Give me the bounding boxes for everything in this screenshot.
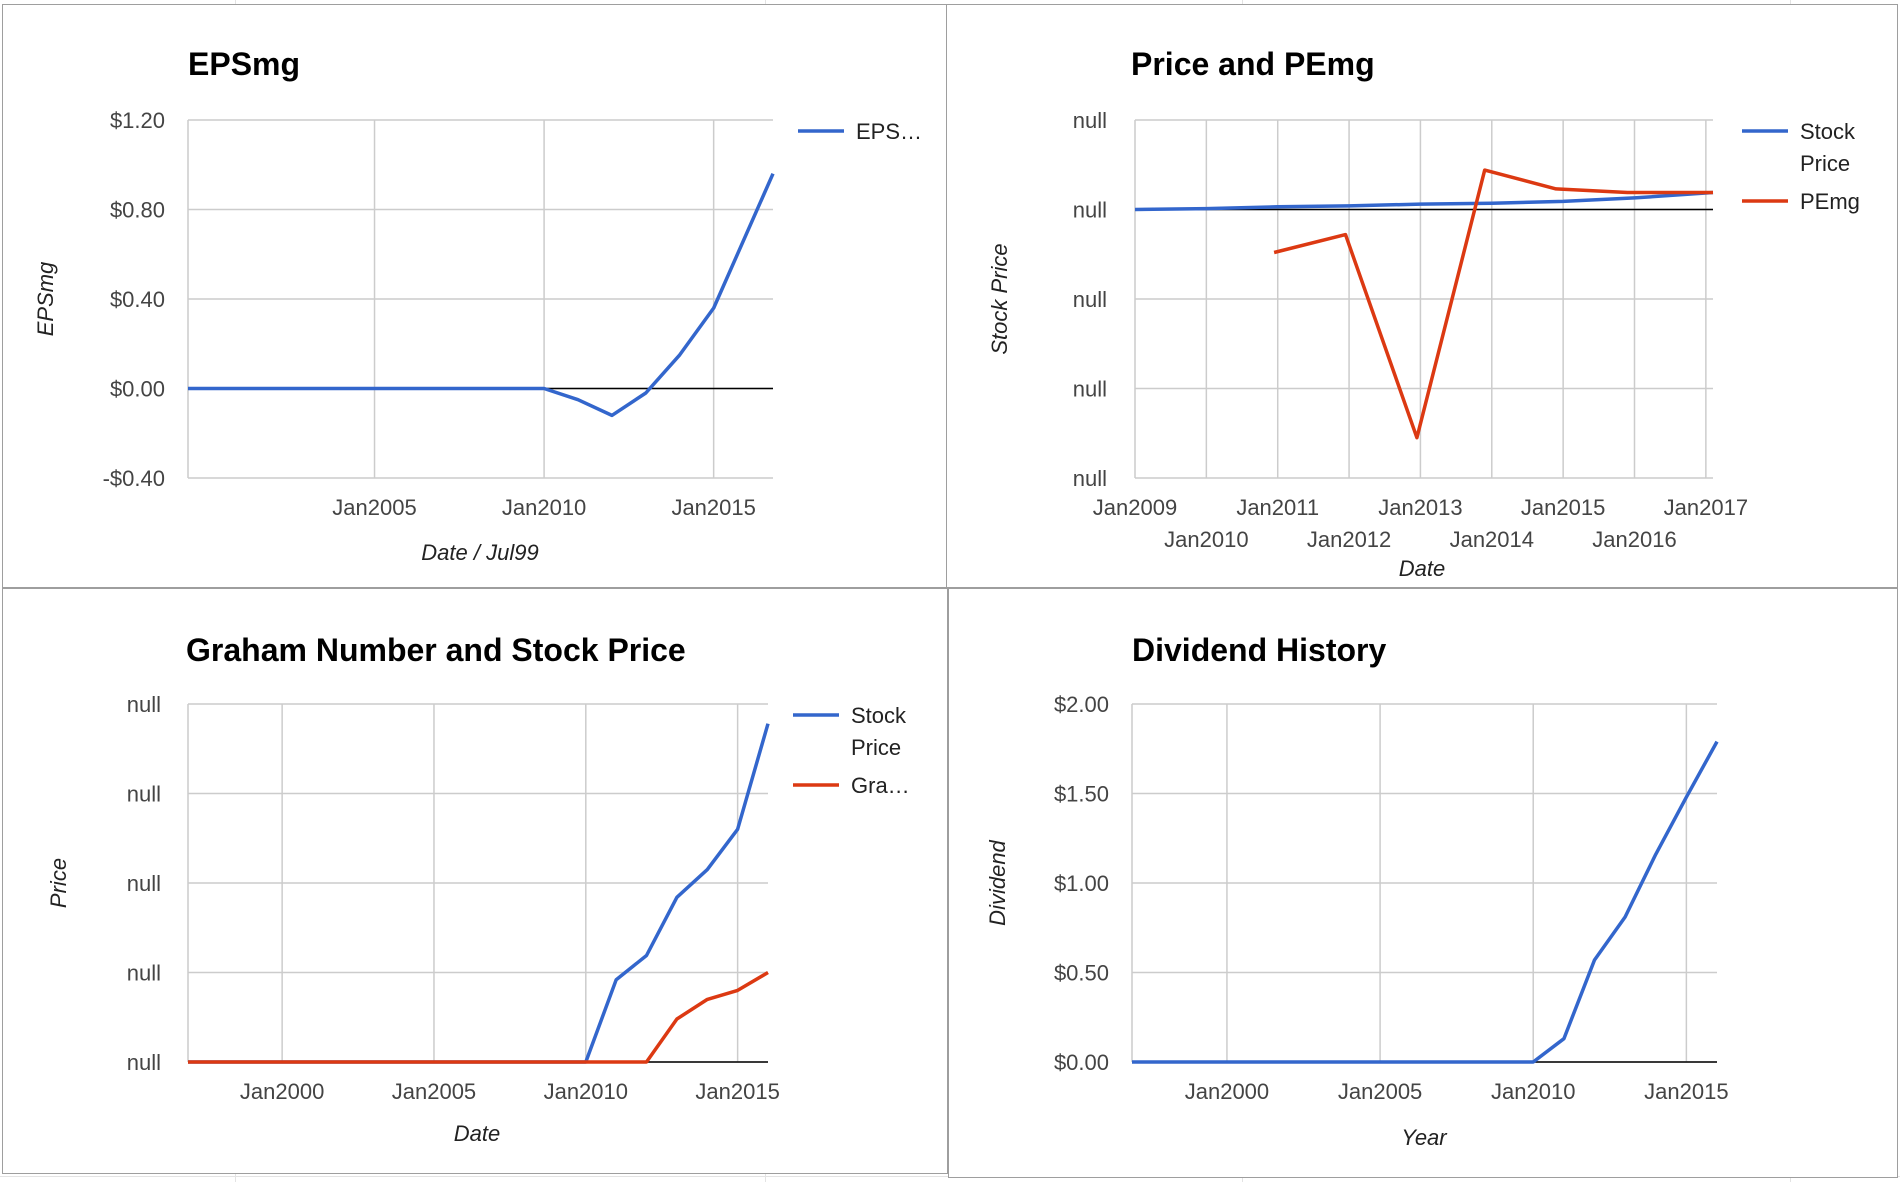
y-tick-label: null (1073, 466, 1107, 491)
y-tick-label: $0.80 (110, 198, 165, 223)
y-axis-title: Price (46, 858, 71, 908)
x-tick-label: Jan2013 (1378, 495, 1462, 520)
x-axis-title: Date (1399, 556, 1445, 581)
chart-panel-graham[interactable]: Graham Number and Stock Price null null nul… (2, 588, 948, 1174)
y-tick-label: $1.50 (1054, 782, 1109, 807)
chart-panel-price-pemg[interactable]: Price and PEmg null null null null null Jan200… (946, 4, 1898, 588)
chart-title: EPSmg (188, 46, 300, 82)
x-tick-label: Jan2017 (1664, 495, 1748, 520)
legend-label: EPS… (856, 119, 922, 144)
x-axis-title: Date / Jul99 (421, 540, 538, 565)
y-axis-title: Stock Price (987, 243, 1012, 354)
x-tick-label: Jan2015 (1521, 495, 1605, 520)
series-line (188, 723, 770, 1064)
y-tick-label: null (1073, 108, 1107, 133)
series-line (188, 970, 769, 1064)
dividend-chart: Dividend History $2.00 $1.50 $1.00 $0.50 $0.0… (985, 632, 1729, 1150)
y-tick-label: $2.00 (1054, 692, 1109, 717)
legend-label: Stock (851, 703, 907, 728)
x-axis-title: Date (454, 1121, 500, 1146)
y-axis-title: Dividend (985, 839, 1010, 925)
epsmg-chart: EPSmg $1.20 $0.80 $0.40 $0.00 -$0.40 Jan2005 Ja… (33, 46, 922, 565)
y-tick-label: null (127, 871, 161, 896)
x-tick-label: Jan2014 (1450, 527, 1534, 552)
series-line (1134, 190, 1714, 212)
y-tick-label: $0.00 (110, 377, 165, 402)
chart-title: Graham Number and Stock Price (186, 632, 686, 668)
y-tick-label: null (1073, 377, 1107, 402)
y-tick-label: $0.50 (1054, 961, 1109, 986)
y-tick-label: null (127, 692, 161, 717)
legend-label: PEmg (1800, 189, 1860, 214)
series-line (1273, 168, 1713, 440)
price-pemg-chart: Price and PEmg null null null null null Jan200… (987, 46, 1860, 581)
series-line (188, 172, 775, 418)
x-tick-label: Jan2005 (1338, 1079, 1422, 1104)
y-axis-title: EPSmg (33, 261, 58, 336)
y-tick-label: $1.00 (1054, 871, 1109, 896)
x-tick-label: Jan2010 (502, 495, 586, 520)
series-line (1132, 740, 1719, 1064)
x-tick-label: Jan2015 (695, 1079, 779, 1104)
chart-panel-dividend[interactable]: Dividend History $2.00 $1.50 $1.00 $0.50 $0.0… (948, 588, 1898, 1178)
y-tick-label: null (1073, 198, 1107, 223)
y-tick-label: -$0.40 (103, 466, 165, 491)
chart-title: Dividend History (1132, 632, 1386, 668)
graham-chart: Graham Number and Stock Price null null nul… (46, 632, 910, 1146)
x-tick-label: Jan2005 (392, 1079, 476, 1104)
x-tick-label: Jan2009 (1093, 495, 1177, 520)
x-tick-label: Jan2016 (1592, 527, 1676, 552)
x-tick-label: Jan2015 (671, 495, 755, 520)
x-tick-label: Jan2000 (1185, 1079, 1269, 1104)
x-tick-label: Jan2010 (1491, 1079, 1575, 1104)
y-tick-label: $0.40 (110, 287, 165, 312)
legend-label: Price (851, 735, 901, 760)
y-tick-label: $1.20 (110, 108, 165, 133)
legend-label: Price (1800, 151, 1850, 176)
y-tick-label: $0.00 (1054, 1050, 1109, 1075)
legend-label: Stock (1800, 119, 1856, 144)
x-tick-label: Jan2015 (1644, 1079, 1728, 1104)
y-tick-label: null (1073, 287, 1107, 312)
legend-label: Gra… (851, 773, 910, 798)
y-tick-label: null (127, 782, 161, 807)
x-axis-title: Year (1401, 1125, 1448, 1150)
x-tick-label: Jan2010 (544, 1079, 628, 1104)
x-tick-label: Jan2011 (1236, 495, 1319, 520)
chart-panel-epsmg[interactable]: EPSmg $1.20 $0.80 $0.40 $0.00 -$0.40 Jan2005 Ja… (2, 4, 948, 588)
x-tick-label: Jan2000 (240, 1079, 324, 1104)
y-tick-label: null (127, 1050, 161, 1075)
x-tick-label: Jan2010 (1164, 527, 1248, 552)
x-tick-label: Jan2005 (332, 495, 416, 520)
x-tick-label: Jan2012 (1307, 527, 1391, 552)
y-tick-label: null (127, 961, 161, 986)
chart-title: Price and PEmg (1131, 46, 1375, 82)
